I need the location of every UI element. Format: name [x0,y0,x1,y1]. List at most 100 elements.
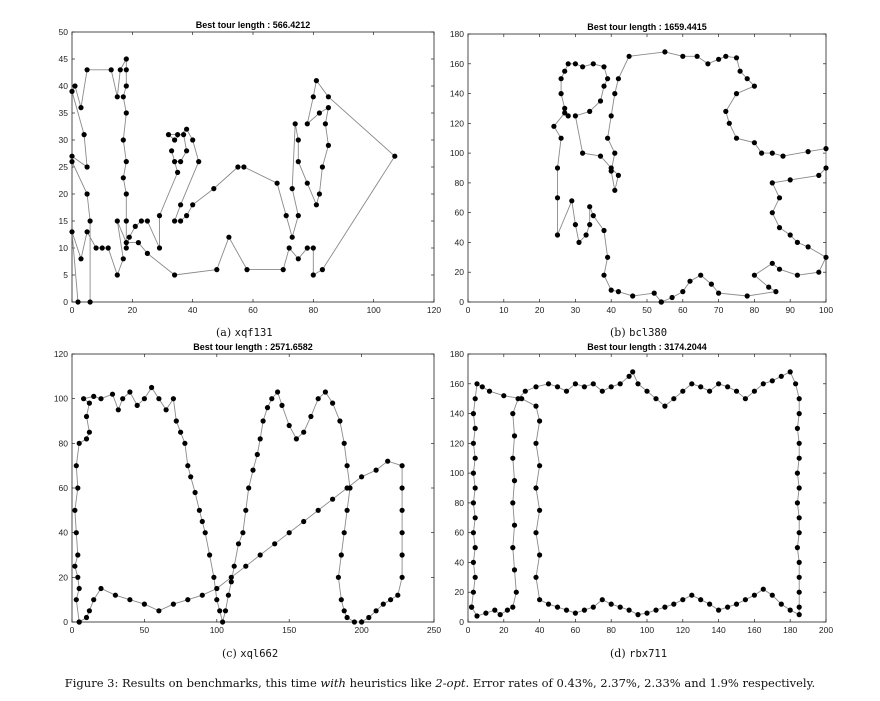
city-point [583,232,589,238]
city-point [689,592,695,598]
y-tick-label: 60 [455,208,465,218]
y-tick-label: 140 [450,89,464,99]
city-point [373,467,379,473]
city-point [335,574,341,580]
city-point [172,272,178,278]
city-point [615,172,621,178]
y-tick-label: 60 [455,528,465,538]
city-point [156,396,162,402]
plot-frame [467,353,827,623]
city-point [178,218,184,224]
city-point [796,396,802,402]
city-point [199,518,205,525]
city-point [766,284,772,290]
city-point [182,440,188,446]
city-point [123,191,129,197]
city-point [260,418,266,424]
city-point [73,463,79,469]
city-point [341,530,347,536]
city-point [587,222,593,228]
x-tick-label: 200 [355,625,369,635]
city-point [172,137,178,143]
city-point [399,552,405,558]
city-point [472,396,478,402]
city-point [630,293,636,299]
subcaption-c-benchmark: xql662 [240,648,279,660]
city-point [558,76,564,82]
city-point [680,53,686,59]
city-point [86,400,92,406]
city-point [605,76,611,82]
city-point [469,604,475,610]
city-point [569,198,575,204]
city-point [69,229,75,235]
city-point [190,202,196,208]
city-point [725,604,731,610]
city-point [816,269,822,275]
city-point [787,177,793,183]
city-point [86,429,92,435]
city-point [344,614,350,621]
city-point [597,98,604,104]
city-point [399,574,405,580]
city-point [69,159,75,165]
x-tick-label: 60 [678,305,688,315]
city-point [644,610,650,616]
city-point [322,389,328,395]
city-point [264,405,271,411]
city-point [289,234,295,240]
city-point [572,113,578,119]
city-point [214,585,220,592]
city-point [472,574,478,580]
city-point [796,612,802,618]
city-point [105,245,111,251]
y-tick-label: 50 [59,27,69,37]
tour-path [71,57,396,303]
city-point [554,165,561,171]
subcaption-b-label: (b) [610,326,626,339]
y-tick-label: 140 [450,409,464,419]
city-point [608,168,614,174]
city-point [120,94,126,100]
x-tick-label: 0 [466,625,471,635]
city-point [563,607,570,613]
city-point [492,607,498,613]
city-point [744,76,750,82]
x-tick-label: 150 [282,625,296,635]
y-tick-label: 100 [54,394,68,404]
city-point [601,83,607,89]
city-point [141,396,147,402]
city-point [470,500,476,506]
city-point [744,293,750,299]
city-point [680,597,686,603]
x-tick-label: 90 [785,305,795,315]
x-tick-label: 140 [712,625,726,635]
city-point [172,159,178,165]
city-point [601,227,607,234]
city-point [769,150,775,156]
city-point [399,507,405,513]
subcaption-b-benchmark: bcl380 [629,327,668,339]
city-point [562,105,568,111]
y-tick-label: 20 [59,189,69,199]
city-point [558,135,564,141]
city-point [211,574,217,580]
city-point [687,278,693,284]
city-point [316,110,322,116]
city-point [778,373,784,379]
city-point [254,451,260,458]
city-point [319,164,325,170]
y-tick-label: 30 [59,135,69,145]
city-point [301,429,307,435]
city-point [341,608,347,614]
city-point [590,61,596,67]
city-point [344,485,350,491]
city-point [319,267,325,273]
city-point [472,515,478,521]
x-tick-label: 20 [499,625,509,635]
city-point [576,239,582,245]
city-point [172,218,178,224]
city-point [123,56,129,62]
city-point [269,396,275,402]
